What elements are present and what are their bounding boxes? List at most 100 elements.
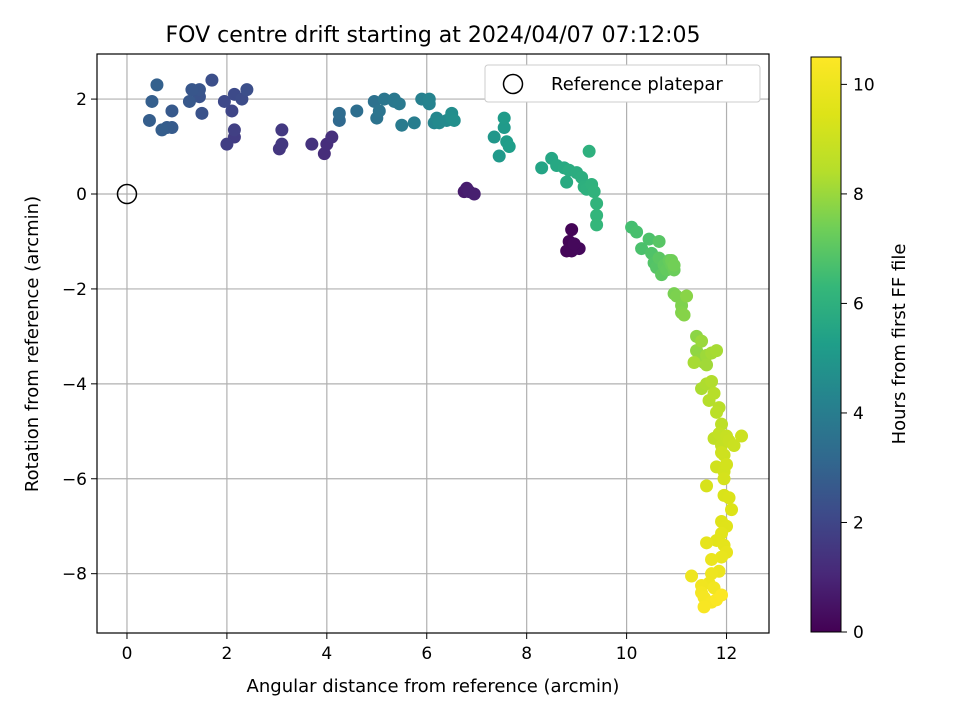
data-point <box>422 92 436 106</box>
data-point <box>150 78 164 92</box>
y-tick-label: 2 <box>76 90 87 110</box>
y-tick-label: −4 <box>62 375 87 395</box>
y-axis-label: Rotation from reference (arcmin) <box>22 196 43 492</box>
data-points <box>142 73 749 614</box>
data-point <box>582 144 596 158</box>
x-tick-label: 10 <box>616 644 638 664</box>
y-tick-label: −2 <box>62 280 87 300</box>
data-point <box>735 429 749 443</box>
colorbar-tick-label: 4 <box>853 404 864 424</box>
data-point <box>217 94 231 108</box>
data-point <box>240 83 254 97</box>
data-point <box>722 491 736 505</box>
data-point <box>720 458 734 472</box>
data-point <box>145 94 159 108</box>
data-point <box>725 503 739 517</box>
data-point <box>535 161 549 175</box>
x-tick-label: 12 <box>716 644 738 664</box>
data-point <box>635 242 649 256</box>
plot-frame <box>96 53 770 634</box>
data-point <box>630 225 644 239</box>
y-axis-ticks: −8 −6 −4 −2 0 2 <box>62 90 97 585</box>
legend-box <box>484 64 761 103</box>
data-point <box>492 149 506 163</box>
y-tick-label: −8 <box>62 565 87 585</box>
colorbar-label: Hours from first FF file <box>889 244 910 445</box>
reference-marker-layer <box>116 183 138 205</box>
data-point <box>590 218 604 232</box>
data-point <box>727 439 741 453</box>
data-point <box>685 569 699 583</box>
data-point <box>565 223 579 237</box>
data-point <box>332 106 346 120</box>
data-point <box>305 137 319 151</box>
data-point <box>227 123 241 137</box>
colorbar-tick-label: 8 <box>853 185 864 205</box>
data-point <box>697 600 711 614</box>
data-point <box>715 550 729 564</box>
x-axis-label: Angular distance from reference (arcmin) <box>247 676 620 697</box>
data-point <box>687 355 701 369</box>
data-point <box>715 588 729 602</box>
data-point <box>395 118 409 132</box>
x-tick-label: 6 <box>421 644 432 664</box>
data-point <box>275 123 289 137</box>
data-point <box>710 344 724 358</box>
data-point <box>717 472 731 486</box>
data-point <box>195 106 209 120</box>
data-point <box>705 374 719 388</box>
data-point <box>502 140 516 154</box>
x-tick-label: 2 <box>221 644 232 664</box>
reference-platepar-marker <box>116 183 138 205</box>
data-point <box>710 405 724 419</box>
data-point <box>165 104 179 118</box>
data-point <box>567 237 581 251</box>
data-point <box>155 123 169 137</box>
data-point <box>142 113 156 127</box>
colorbar-ticks: 0 2 4 6 8 10 <box>841 75 875 643</box>
data-point <box>680 289 694 303</box>
data-point <box>220 137 234 151</box>
colorbar-tick-label: 0 <box>853 623 864 643</box>
data-point <box>707 386 721 400</box>
data-point <box>467 187 481 201</box>
data-point <box>377 92 391 106</box>
data-point <box>350 104 364 118</box>
data-point <box>325 130 339 144</box>
data-point <box>205 73 219 87</box>
data-point <box>677 308 691 322</box>
data-point <box>652 234 666 248</box>
colorbar-tick-label: 2 <box>853 513 864 533</box>
x-tick-label: 4 <box>321 644 332 664</box>
data-point <box>487 130 501 144</box>
legend: Reference platepar <box>484 64 761 103</box>
data-point <box>560 175 574 189</box>
data-point <box>407 116 421 130</box>
data-point <box>182 94 196 108</box>
data-point <box>700 358 714 372</box>
colorbar-gradient <box>810 56 842 633</box>
colorbar: 0 2 4 6 8 10 Hours from first FF file <box>810 56 910 643</box>
data-point <box>392 97 406 111</box>
data-point <box>497 111 511 125</box>
data-point <box>275 137 289 151</box>
data-point <box>590 208 604 222</box>
data-point <box>587 185 601 199</box>
y-tick-label: 0 <box>76 185 87 205</box>
data-point <box>497 121 511 135</box>
x-axis-ticks: 0 2 4 6 8 10 12 <box>122 633 738 664</box>
legend-entry-label: Reference platepar <box>551 74 723 95</box>
data-point <box>715 446 729 460</box>
legend-reference-icon <box>502 73 524 95</box>
y-tick-label: −6 <box>62 470 87 490</box>
data-point <box>447 113 461 127</box>
data-point <box>695 334 709 348</box>
data-point <box>700 536 714 550</box>
data-point <box>642 232 656 246</box>
data-point <box>225 104 239 118</box>
data-point <box>667 258 681 272</box>
chart-title: FOV centre drift starting at 2024/04/07 … <box>166 23 701 48</box>
data-point <box>700 479 714 493</box>
